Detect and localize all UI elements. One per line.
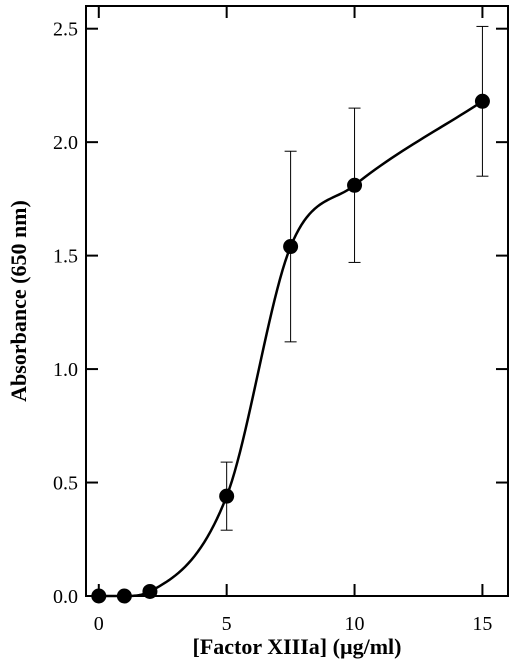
y-tick-label: 1.5 (53, 246, 78, 268)
data-point (347, 177, 363, 193)
y-tick-label: 0.5 (53, 473, 78, 495)
y-tick-label: 1.0 (53, 359, 78, 381)
data-points (91, 93, 490, 604)
data-point (219, 488, 235, 504)
data-point (91, 588, 107, 604)
y-tick-label: 0.0 (53, 586, 78, 608)
data-point (116, 588, 132, 604)
y-tick-label: 2.5 (53, 19, 78, 41)
x-tick-label: 10 (345, 613, 365, 635)
data-point (474, 93, 490, 109)
y-axis-title: Absorbance (650 nm) (6, 200, 31, 402)
x-tick-label: 15 (472, 613, 492, 635)
x-axis: 0 5 10 15 (94, 6, 492, 635)
x-tick-label: 0 (94, 613, 104, 635)
plot-frame (85, 5, 509, 597)
error-bars (220, 25, 489, 531)
x-tick-label: 5 (222, 613, 232, 635)
plot-area-border (85, 5, 509, 597)
data-point (283, 239, 299, 255)
x-axis-title: [Factor XIIIa] (µg/ml) (193, 634, 402, 659)
data-point (142, 583, 158, 599)
y-axis: 0.0 0.5 1.0 1.5 2.0 2.5 (53, 19, 508, 608)
y-tick-label: 2.0 (53, 132, 78, 154)
